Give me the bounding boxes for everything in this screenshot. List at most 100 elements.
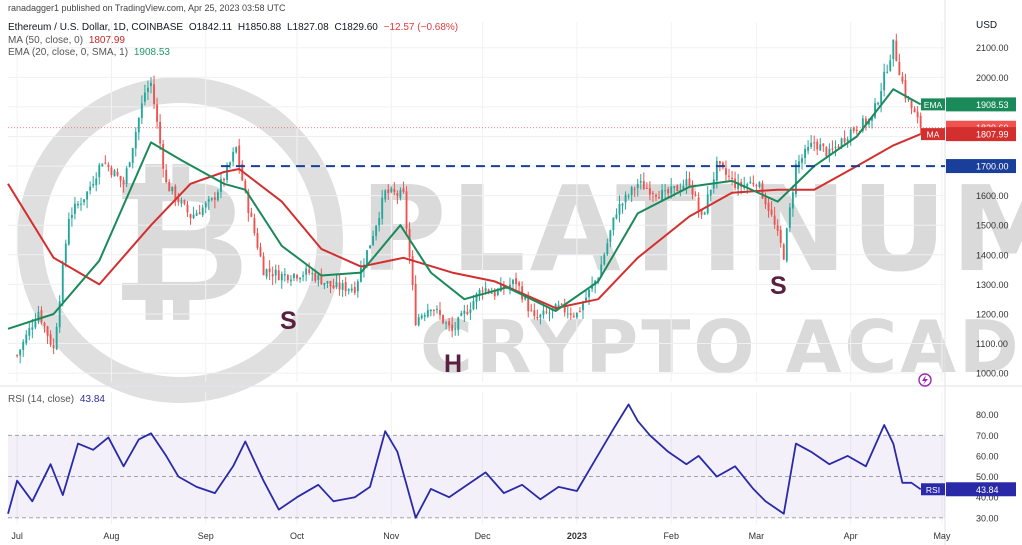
candle-body [907,99,910,101]
candle-body [34,321,37,328]
candle-body [472,300,475,310]
candle-body [670,186,673,194]
candle-body [499,284,502,292]
candle-body [67,219,70,245]
candle-body [207,199,210,202]
time-tick-label: Apr [844,531,858,541]
rsi-tick-label: 70.00 [976,431,999,441]
candle-body [131,148,134,164]
candle-body [19,349,22,356]
candle-body [43,323,46,326]
candle-body [776,225,779,231]
candle-body [426,309,429,317]
rsi-tick-label: 60.00 [976,451,999,461]
time-tick-label: Sep [198,531,214,541]
candle-body [773,215,776,225]
candle-body [767,202,770,211]
flash-icon[interactable] [918,373,932,387]
candle-body [159,121,162,144]
candle-body [174,186,177,200]
candle-body [886,71,889,73]
candle-body [28,328,31,336]
candle-body [770,209,773,215]
time-axis[interactable]: Jul Aug Sep Oct Nov Dec 2023 Feb Mar Apr May [11,531,951,541]
ma-legend[interactable]: MA (50, close, 0) 1807.99 [8,35,125,46]
candle-body [518,282,521,286]
ma-tag-box [946,127,1016,142]
candle-body [201,207,204,215]
price-tick-label: 1100.00 [976,339,1008,349]
candle-body [469,309,472,313]
candle-body [86,191,89,200]
head-label: H [444,350,462,378]
candle-body [299,277,301,280]
price-tick-label: 2100.00 [976,43,1009,53]
candle-body [37,311,40,322]
candle-body [536,316,539,318]
ema-legend[interactable]: EMA (20, close, 0, SMA, 1) 1908.53 [8,47,170,58]
candle-body [429,309,432,312]
candle-body [235,147,238,153]
candle-body [320,275,323,285]
candle-body [192,214,195,219]
candle-body [226,165,228,181]
candle-body [557,304,560,306]
candle-body [515,278,517,284]
candle-body [916,111,919,118]
candle-body [725,168,727,175]
candle-body [168,181,171,192]
candle-body [195,213,198,216]
candle-body [229,162,232,166]
candle-body [509,284,511,288]
rsi-line [7,403,922,519]
candle-body [183,200,186,204]
candle-body [487,289,490,293]
candle-body [493,291,496,297]
candle-body [378,218,381,226]
candle-body [140,103,143,119]
candle-body [451,324,454,331]
candle-body [636,184,639,189]
candle-body [52,345,55,349]
candle-body [25,334,28,344]
candle-body [542,310,545,315]
candle-body [484,288,487,292]
candle-body [697,197,700,211]
watermark-line2: CRYPTO ACADEMY [420,305,1022,389]
candle-body [804,148,807,158]
candle-body [64,243,67,264]
candle-body [624,194,627,203]
candle-body [186,204,189,213]
candle-body [746,184,749,187]
candle-body [764,197,767,205]
open-value: O1842.11 [188,22,233,33]
candle-body [49,334,52,345]
candle-body [563,303,566,313]
candle-body [633,188,636,190]
candle-body [204,203,207,208]
candle-body [83,199,85,203]
candle-body [247,191,250,214]
rsi-axis[interactable]: 80.00 70.00 60.00 50.00 40.00 30.00 [976,410,999,523]
neckline-tag-box [946,159,1016,174]
candle-body [405,191,408,229]
candle-body [825,147,828,157]
candle-body [648,187,651,195]
price-tick-label: 1000.00 [976,369,1009,379]
candle-body [801,158,803,163]
candle-body [831,148,834,150]
candle-body [475,293,478,303]
candle-body [213,197,216,200]
candle-body [822,143,825,147]
rsi-legend[interactable]: RSI (14, close) 43.84 [8,394,105,405]
candle-body [706,194,709,214]
symbol-title[interactable]: Ethereum / U.S. Dollar, 1D, COINBASE [8,22,184,33]
candle-body [442,315,444,324]
candle-body [496,289,499,295]
price-tick-label: 1200.00 [976,309,1009,319]
candle-body [700,209,703,215]
candle-body [448,321,451,326]
candle-body [77,203,79,206]
candle-body [232,152,235,162]
candle-body [840,138,843,147]
